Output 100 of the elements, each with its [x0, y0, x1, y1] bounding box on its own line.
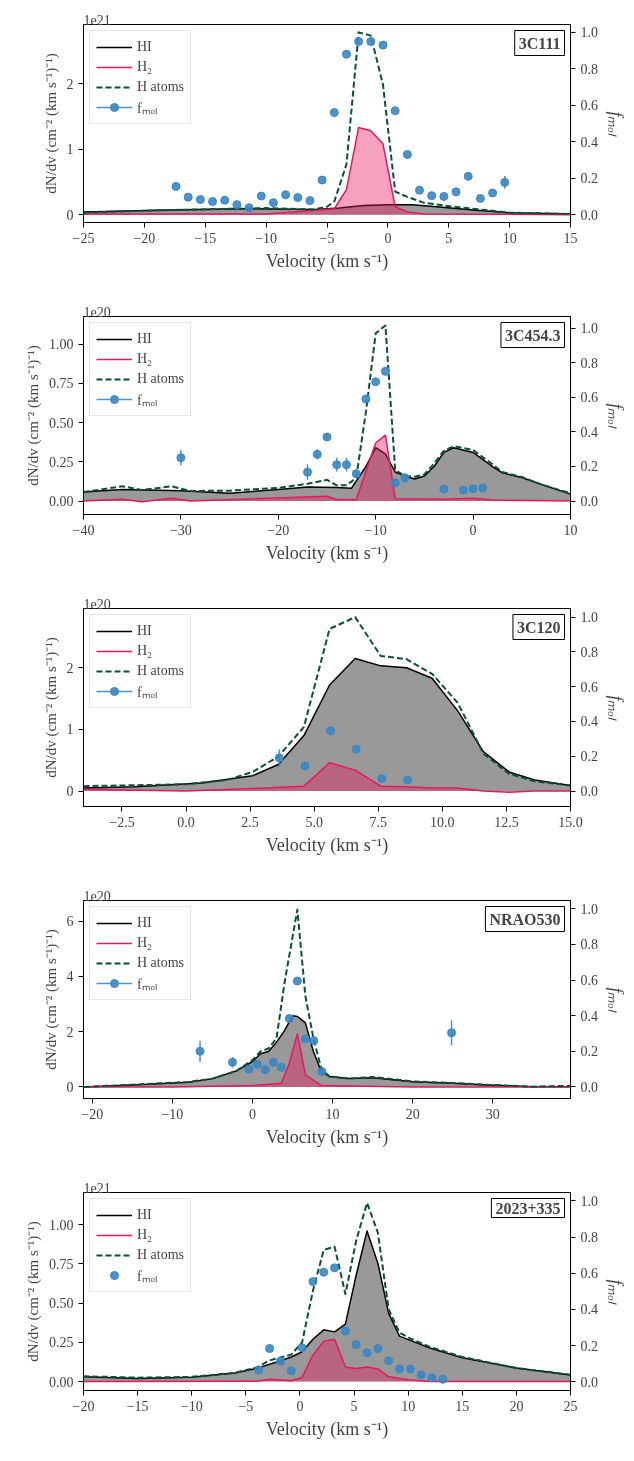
- x-tick-label: −25: [72, 230, 95, 246]
- point: [268, 198, 278, 208]
- x-tick-label: 0: [469, 522, 477, 538]
- y2-tick-label: 0.2: [580, 171, 598, 187]
- x-tick-label: 7.5: [369, 814, 388, 830]
- point: [390, 106, 400, 116]
- point: [377, 774, 387, 784]
- line-series: [83, 324, 571, 495]
- y-tick-label: 0: [66, 207, 74, 223]
- point: [402, 150, 412, 159]
- point: [341, 49, 351, 59]
- x-tick-label: 0: [296, 1398, 304, 1414]
- y2-tick-label: 0.0: [580, 494, 598, 510]
- x-axis-title: Velocity (km s⁻¹): [265, 1126, 389, 1148]
- point: [371, 377, 381, 387]
- point: [268, 1057, 278, 1067]
- point: [220, 195, 230, 205]
- y2-tick-label: 0.6: [580, 98, 598, 114]
- legend-label: H atoms: [137, 955, 185, 971]
- point: [232, 200, 242, 210]
- y-axis-title: dN/dv (cm⁻² (km s⁻¹)⁻¹): [42, 53, 60, 194]
- y2-tick-label: 1.0: [580, 1193, 598, 1209]
- point: [438, 1374, 448, 1384]
- y-tick-label: 0.00: [49, 494, 74, 510]
- annotation: 1e21: [83, 1180, 111, 1196]
- x-tick-label: −5: [319, 230, 335, 246]
- line-series: [83, 1201, 571, 1379]
- y-tick-label: 0: [66, 1079, 74, 1095]
- point: [402, 775, 412, 785]
- y2-tick-label: 0.0: [580, 207, 598, 223]
- y-tick-label: 2: [66, 76, 74, 92]
- x-axis-title: Velocity (km s⁻¹): [265, 250, 389, 272]
- x-axis-title: Velocity (km s⁻¹): [265, 542, 389, 564]
- point: [384, 1356, 394, 1366]
- x-tick-label: −15: [194, 230, 217, 246]
- x-tick-label: 10: [563, 522, 578, 538]
- y2-tick-label: 0.0: [580, 1374, 598, 1390]
- y2-tick-label: 0.8: [580, 937, 598, 953]
- y-axis-title: dN/dv (cm⁻² (km s⁻¹)⁻¹): [42, 637, 60, 778]
- legend-label: fₘₒₗ: [137, 99, 157, 117]
- x-tick-label: 20: [405, 1106, 420, 1122]
- point: [300, 1034, 310, 1044]
- point: [329, 108, 339, 118]
- point: [427, 1373, 437, 1383]
- annotation: 1e20: [83, 304, 111, 320]
- legend-label: HI: [137, 1207, 153, 1223]
- point: [176, 453, 186, 463]
- point: [309, 1036, 319, 1046]
- x-tick-label: 15: [563, 230, 578, 246]
- legend-label: H₂: [137, 1227, 153, 1243]
- legend-label: HI: [137, 623, 153, 639]
- point: [330, 1263, 340, 1273]
- y-tick-label: 2: [66, 660, 74, 676]
- point: [439, 484, 449, 494]
- x-tick-label: 12.5: [494, 814, 519, 830]
- x-tick-label: 10: [502, 230, 517, 246]
- annotation: 1e20: [83, 888, 111, 904]
- y2-tick-label: 1.0: [580, 901, 598, 917]
- point: [319, 1267, 329, 1277]
- legend-label: fₘₒₗ: [137, 391, 157, 409]
- y2-tick-label: 1.0: [580, 610, 598, 626]
- legend-label: fₘₒₗ: [137, 975, 157, 993]
- x-tick-label: −40: [72, 522, 95, 538]
- point: [366, 36, 376, 46]
- x-axis-title: Velocity (km s⁻¹): [265, 1418, 389, 1440]
- annotation: 1e20: [83, 596, 111, 612]
- y-tick-label: 0.75: [49, 376, 74, 392]
- point: [447, 1028, 457, 1038]
- x-tick-label: −5: [238, 1398, 254, 1414]
- y-tick-label: 0.25: [49, 454, 74, 470]
- point: [322, 432, 332, 442]
- legend-label: HI: [137, 39, 153, 55]
- x-tick-label: −10: [255, 230, 278, 246]
- y2-axis-title: fₘₒₗ: [606, 987, 626, 1013]
- point: [260, 1065, 270, 1075]
- x-tick-label: −15: [126, 1398, 149, 1414]
- legend-label: fₘₒₗ: [137, 683, 157, 701]
- point: [297, 1343, 307, 1353]
- x-tick-label: −2.5: [109, 814, 135, 830]
- point: [354, 36, 364, 46]
- point: [254, 1365, 264, 1375]
- legend-label: H₂: [137, 351, 153, 367]
- y2-tick-label: 1.0: [580, 25, 598, 41]
- y2-tick-label: 0.2: [580, 1338, 598, 1354]
- y2-tick-label: 0.4: [580, 424, 598, 440]
- x-tick-label: −20: [72, 1398, 95, 1414]
- x-tick-label: 2.5: [241, 814, 259, 830]
- y-tick-label: 2: [66, 1024, 74, 1040]
- point: [341, 460, 351, 470]
- point: [286, 1366, 296, 1376]
- y2-tick-label: 0.0: [580, 784, 598, 800]
- point: [317, 1067, 327, 1077]
- point: [195, 195, 205, 205]
- legend-label: H atoms: [137, 371, 185, 387]
- x-tick-label: 5: [445, 230, 453, 246]
- y-tick-label: 0.75: [49, 1256, 74, 1272]
- point: [171, 181, 181, 191]
- point: [340, 1326, 350, 1336]
- y-tick-label: 0.00: [49, 1374, 74, 1390]
- point: [332, 460, 342, 470]
